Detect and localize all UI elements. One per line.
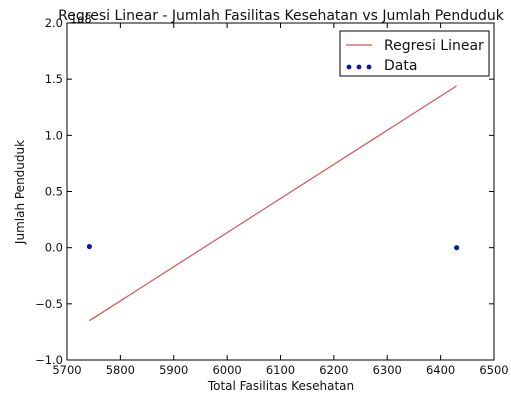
- legend-marker-swatch: [366, 64, 372, 70]
- y-tick-label: 0.5: [45, 185, 63, 199]
- x-tick-label: 6200: [319, 363, 348, 377]
- x-tick-label: 6300: [373, 363, 402, 377]
- data-point: [454, 245, 460, 251]
- legend-label: Data: [384, 58, 417, 74]
- x-tick-label: 6500: [479, 363, 508, 377]
- data-point: [86, 243, 93, 250]
- y-tick-label: −1.0: [35, 353, 63, 367]
- y-tick-label: 0.0: [45, 241, 63, 255]
- x-axis-label: Total Fasilitas Kesehatan: [207, 379, 354, 393]
- legend-box: [339, 30, 490, 77]
- y-tick-label: 1.5: [45, 72, 63, 86]
- x-tick-label: 5700: [52, 363, 81, 377]
- regression-line: [89, 85, 457, 322]
- y-tick-label: 2.0: [45, 16, 63, 30]
- x-tick-label: 5800: [106, 363, 135, 377]
- x-tick-label: 6000: [212, 363, 241, 377]
- legend-marker-swatch: [346, 64, 352, 70]
- y-tick-label: 1.0: [45, 128, 63, 142]
- y-multiplier-label: 1e8: [70, 12, 92, 26]
- axis-ticks: 5700 5800 5900 6000 6100 6200 6300 6400 6500 −1.0…: [35, 16, 509, 377]
- chart-title: Regresi Linear - Jumlah Fasilitas Keseha…: [58, 8, 505, 24]
- x-tick-label: 5900: [159, 363, 188, 377]
- legend-marker-swatch: [356, 64, 362, 70]
- x-tick-label: 6100: [266, 363, 295, 377]
- legend: Regresi Linear Data: [339, 30, 490, 77]
- y-tick-label: −0.5: [35, 297, 63, 311]
- y-axis-label: Jumlah Penduduk: [13, 140, 27, 245]
- legend-label: Regresi Linear: [384, 38, 484, 54]
- x-tick-label: 6400: [426, 363, 455, 377]
